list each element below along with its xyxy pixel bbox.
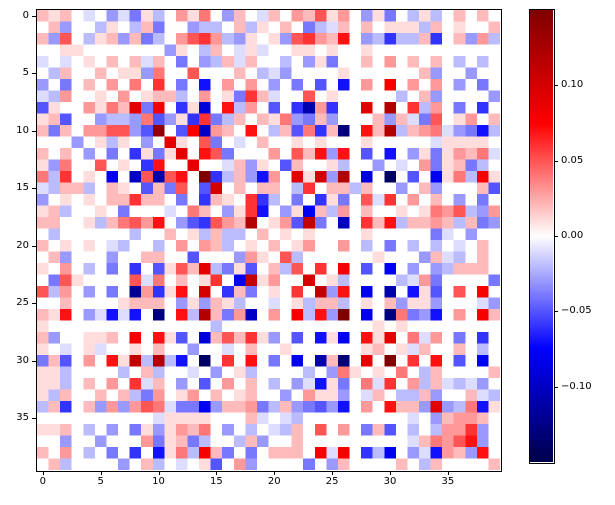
y-tick-label: 0 [22,9,29,21]
colorbar-tick-label: 0.05 [561,154,584,166]
x-tick-mark [332,471,334,475]
x-tick-mark [447,471,449,475]
colorbar-tick-label: −0.10 [561,380,592,392]
colorbar-tick-mark [554,386,558,388]
y-tick-label: 30 [16,354,29,366]
colorbar-tick-label: −0.05 [561,305,592,317]
colorbar-tick-mark [554,160,558,162]
x-tick-mark [42,471,44,475]
y-tick-label: 10 [16,124,29,136]
heatmap-image [37,10,500,470]
y-tick-mark [32,303,36,305]
y-tick-label: 25 [16,297,29,309]
y-tick-mark [32,360,36,362]
x-tick-label: 15 [210,476,223,487]
x-tick-label: 10 [152,476,165,487]
y-tick-label: 35 [16,412,29,424]
y-tick-label: 5 [22,67,29,79]
colorbar-tick-mark [554,311,558,313]
x-tick-mark [158,471,160,475]
x-tick-label: 35 [441,476,455,487]
y-tick-label: 15 [16,182,29,194]
y-tick-mark [32,188,36,190]
x-tick-label: 30 [383,476,397,487]
colorbar-tick-mark [554,85,558,87]
y-tick-mark [32,130,36,132]
y-tick-mark [32,418,36,420]
x-tick-mark [100,471,102,475]
y-tick-label: 20 [16,239,29,251]
y-tick-mark [32,245,36,247]
y-tick-mark [32,15,36,17]
x-tick-label: 20 [267,476,281,487]
x-tick-label: 25 [325,476,339,487]
x-tick-mark [274,471,276,475]
colorbar-tick-label: 0.10 [561,79,584,91]
x-tick-mark [390,471,392,475]
x-tick-label: 0 [39,476,46,487]
colorbar-tick-label: 0.00 [561,230,584,241]
colorbar-tick-mark [554,236,558,237]
x-tick-label: 5 [97,476,104,487]
y-tick-mark [32,73,36,75]
x-tick-mark [216,471,218,475]
colorbar-gradient [530,10,553,462]
